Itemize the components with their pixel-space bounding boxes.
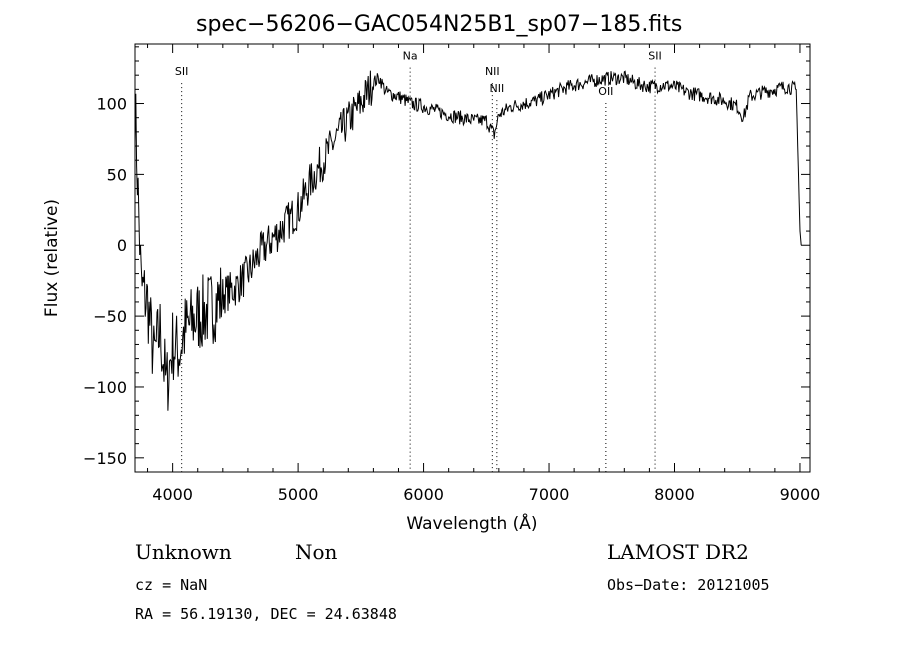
obs-date: Obs−Date: 20121005 xyxy=(607,576,770,594)
survey-name: LAMOST DR2 xyxy=(607,540,749,564)
redshift-text: cz = NaN xyxy=(135,576,208,594)
spectral-line-label: Na xyxy=(403,50,418,63)
spectral-line-label: NII xyxy=(489,82,504,95)
x-tick-label: 9000 xyxy=(780,485,821,504)
x-tick-label: 4000 xyxy=(152,485,193,504)
object-subclass: Non xyxy=(295,540,338,564)
chart-title: spec−56206−GAC054N25B1_sp07−185.fits xyxy=(196,12,683,37)
coordinates: RA = 56.19130, DEC = 24.63848 xyxy=(135,605,397,623)
y-tick-label: 100 xyxy=(96,95,127,114)
plot-frame xyxy=(134,43,811,473)
flux-series-line xyxy=(134,70,802,411)
spectral-line-label: SII xyxy=(648,50,661,63)
x-tick-label: 5000 xyxy=(278,485,319,504)
y-tick-label: 50 xyxy=(107,165,127,184)
y-tick-label: −50 xyxy=(93,307,127,326)
spectral-line-label: SII xyxy=(175,65,188,78)
object-class: Unknown xyxy=(135,540,232,564)
x-tick-label: 7000 xyxy=(529,485,570,504)
x-axis-label: Wavelength (Å) xyxy=(406,512,537,534)
spectral-line-label: NII xyxy=(485,65,500,78)
axis-ticks: 4000 5000 6000 7000 8000 9000 −150 −100 −50 0 50 10… xyxy=(83,44,820,504)
y-tick-label: −100 xyxy=(83,378,127,397)
spectral-line-label: OII xyxy=(598,85,613,98)
x-tick-label: 6000 xyxy=(403,485,444,504)
y-axis-label: Flux (relative) xyxy=(42,199,62,317)
y-tick-label: −150 xyxy=(83,449,127,468)
spectral-line-markers: SII Na NII NII OII SII xyxy=(175,50,662,472)
x-tick-label: 8000 xyxy=(654,485,695,504)
y-tick-label: 0 xyxy=(117,236,127,255)
